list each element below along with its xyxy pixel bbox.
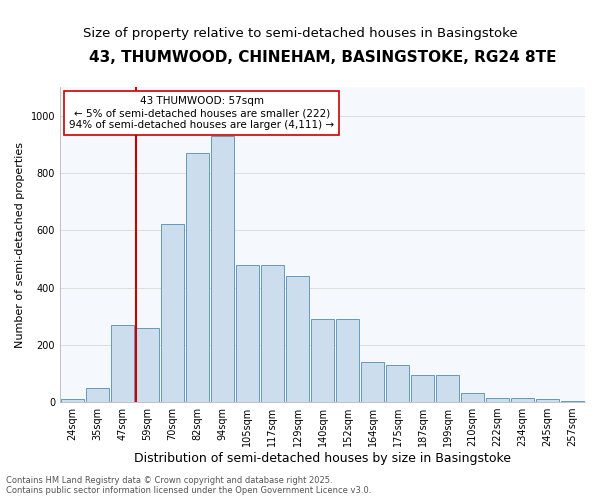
Text: Size of property relative to semi-detached houses in Basingstoke: Size of property relative to semi-detach… [83, 28, 517, 40]
Bar [461, 394, 484, 402]
Title: 43, THUMWOOD, CHINEHAM, BASINGSTOKE, RG24 8TE: 43, THUMWOOD, CHINEHAM, BASINGSTOKE, RG2… [89, 50, 556, 65]
Text: Contains HM Land Registry data © Crown copyright and database right 2025.
Contai: Contains HM Land Registry data © Crown c… [6, 476, 371, 495]
Bar [86, 388, 109, 402]
Y-axis label: Number of semi-detached properties: Number of semi-detached properties [15, 142, 25, 348]
X-axis label: Distribution of semi-detached houses by size in Basingstoke: Distribution of semi-detached houses by … [134, 452, 511, 465]
Bar [261, 264, 284, 402]
Text: 43 THUMWOOD: 57sqm
← 5% of semi-detached houses are smaller (222)
94% of semi-de: 43 THUMWOOD: 57sqm ← 5% of semi-detached… [69, 96, 334, 130]
Bar [436, 375, 459, 402]
Bar [411, 375, 434, 402]
Bar [136, 328, 158, 402]
Bar [311, 319, 334, 402]
Bar [111, 324, 134, 402]
Bar [61, 399, 83, 402]
Bar [286, 276, 309, 402]
Bar [536, 399, 559, 402]
Bar [386, 365, 409, 402]
Bar [186, 153, 209, 402]
Bar [236, 264, 259, 402]
Bar [361, 362, 384, 402]
Bar [561, 400, 584, 402]
Bar [486, 398, 509, 402]
Bar [211, 136, 233, 402]
Bar [336, 319, 359, 402]
Bar [511, 398, 534, 402]
Bar [161, 224, 184, 402]
